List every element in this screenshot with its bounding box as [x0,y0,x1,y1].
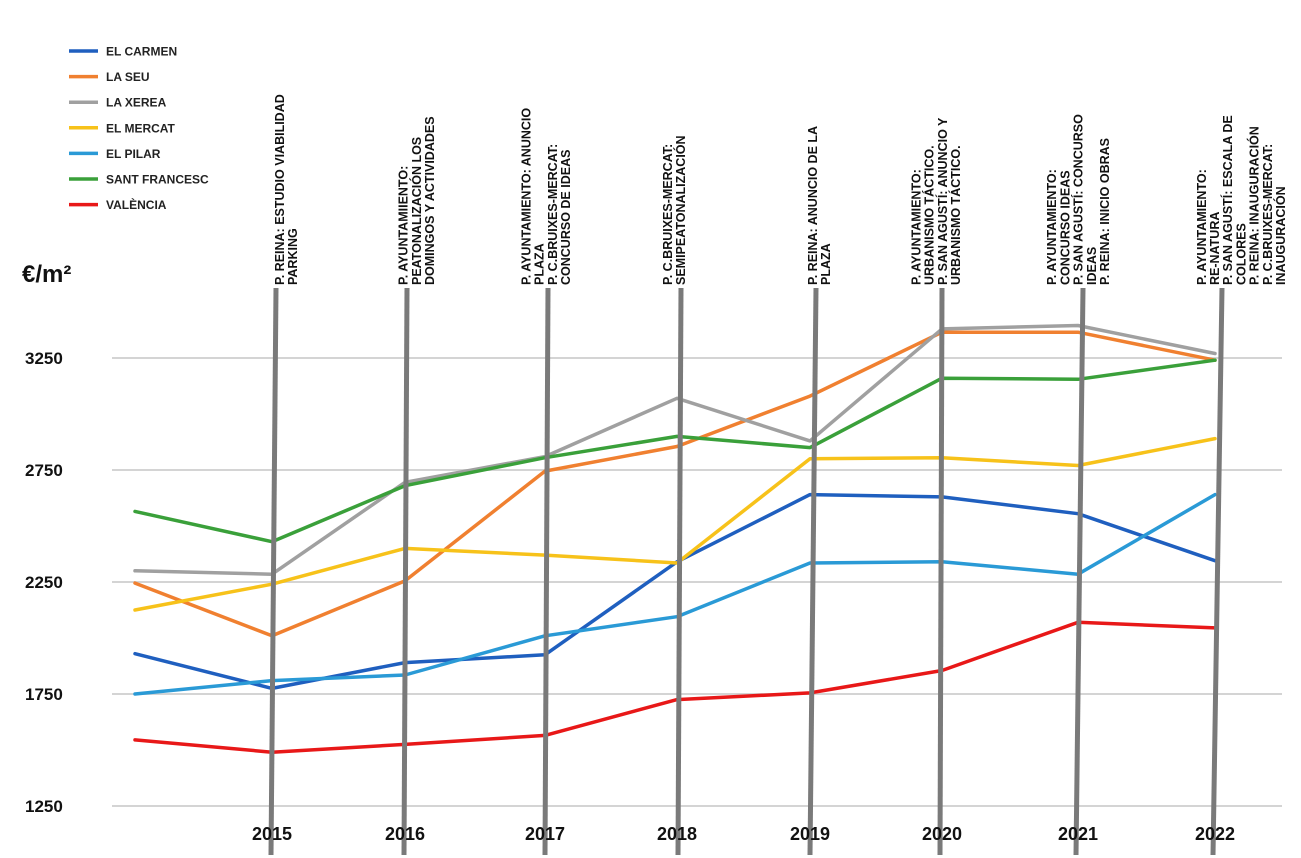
annotation-line: SEMIPEATONALIZACIÓN [673,135,688,285]
event-annotations: P. REINA: ESTUDIO VIABILIDAD PARKING P. AY… [273,94,1288,285]
annotation-2022: P. AYUNTAMIENTO: RE-NATURA P. SAN AGUSTÍ: … [1195,115,1288,285]
annotation-line: P. SAN AGUSTÍ: CONCURSO [1071,114,1086,285]
annotation-2018: P. C.BRUIXES-MERCAT: SEMIPEATONALIZACIÓN [661,135,688,285]
legend-label: EL CARMEN [106,45,177,59]
annotation-line: P. REINA: ESTUDIO VIABILIDAD [273,94,287,285]
annotation-line: P. AYUNTAMIENTO: [1195,169,1209,285]
annotation-line: P. C.BRUIXES-MERCAT: [546,144,560,285]
annotation-line: P. C.BRUIXES-MERCAT: [661,144,675,285]
annotation-line: P. SAN AGUSTÍ: ESCALA DE [1220,115,1235,285]
series-line-4 [133,492,1217,696]
annotation-line: P. C.BRUIXES-MERCAT: [1261,144,1275,285]
grid-lines [112,357,1282,807]
annotation-2017: P. AYUNTAMIENTO: ANUNCIO PLAZA P. C.BRUIXE… [519,108,573,285]
event-marker-line-6 [937,287,945,856]
event-marker-line-5 [807,287,819,856]
annotation-line: P. REINA: ANUNCIO DE LA [806,126,820,285]
series-line-2 [133,323,1217,576]
annotation-line: CONCURSO IDEAS [1058,170,1072,285]
annotation-line: P. REINA: INICIO OBRAS [1098,138,1112,285]
x-tick-label: 2021 [1058,824,1098,844]
series-line-3 [133,436,1217,612]
annotation-line: URBANISMO TÁCTICO. [922,145,937,285]
legend-label: LA XEREA [106,96,167,110]
annotation-line: P. AYUNTAMIIENTO: [397,166,411,285]
x-tick-label: 2018 [657,824,697,844]
x-tick-label: 2016 [385,824,425,844]
y-tick-label: 1750 [25,685,63,704]
event-markers [268,287,1225,856]
series-line-0 [133,492,1217,691]
annotation-line: PEATONALIZACIÓN LOS [409,137,424,285]
x-tick-label: 2017 [525,824,565,844]
annotation-line: P. AYUNTAMIENTO: [1045,169,1059,285]
annotation-2015: P. REINA: ESTUDIO VIABILIDAD PARKING [273,94,300,285]
x-tick-label: 2015 [252,824,292,844]
annotation-line: PLAZA [819,243,833,285]
annotation-line: RE-NATURA [1208,212,1222,285]
event-marker-line-8 [1210,287,1225,856]
x-axis: 2015 2016 2017 2018 2019 2020 2021 2022 [252,824,1235,844]
legend: EL CARMEN LA SEU LA XEREA EL MERCAT EL PILAR… [69,45,209,212]
series-lines [133,323,1217,754]
annotation-line: CONCURSO DE IDEAS [559,150,573,285]
annotation-line: P. AYUNTAMIENTO: [909,169,923,285]
x-tick-label: 2020 [922,824,962,844]
y-axis: 1250 1750 2250 2750 3250 €/m² [22,261,71,816]
x-tick-label: 2022 [1195,824,1235,844]
event-marker-line-7 [1073,287,1086,856]
series-line-6 [133,620,1217,754]
annotation-2020: P. AYUNTAMIENTO: URBANISMO TÁCTICO. P. SAN… [909,117,963,285]
annotation-line: PLAZA [533,243,547,285]
event-marker-line-4 [675,287,684,856]
annotation-2021: P. AYUNTAMIENTO: CONCURSO IDEAS P. SAN AGU… [1045,114,1112,285]
annotation-line: DOMINGOS Y ACTIVIDADES [423,116,437,285]
series-line-1 [133,330,1217,638]
y-tick-label: 3250 [25,349,63,368]
event-marker-line-3 [542,287,551,856]
y-axis-unit: €/m² [22,261,71,288]
annotation-2019: P. REINA: ANUNCIO DE LA PLAZA [806,126,833,285]
event-marker-line-2 [401,287,410,856]
series-line-5 [133,358,1217,544]
legend-label: EL MERCAT [106,121,176,135]
annotation-line: P. SAN AGUSTÍ: ANUNCIO Y [935,117,950,285]
annotation-line: URBANISMO TÁCTICO. [948,145,963,285]
annotation-line: COLORES [1234,223,1248,285]
annotation-line: P. AYUNTAMIENTO: ANUNCIO [519,108,533,285]
y-tick-label: 2250 [25,573,63,592]
event-marker-line-1 [268,287,279,856]
legend-label: LA SEU [106,70,150,84]
y-tick-label: 1250 [25,797,63,816]
legend-label: SANT FRANCESC [106,173,209,187]
legend-label: EL PILAR [106,147,161,161]
x-tick-label: 2019 [790,824,830,844]
annotation-line: INAUGURACIÓN [1273,186,1288,285]
legend-label: VALÈNCIA [106,197,167,212]
annotation-line: IDEAS [1085,247,1099,285]
y-tick-label: 2750 [25,461,63,480]
annotation-2016: P. AYUNTAMIIENTO: PEATONALIZACIÓN LOS DOMI… [397,116,437,285]
annotation-line: PARKING [286,228,300,285]
annotation-line: P. REINA: INAUGURACIÓN [1247,126,1262,285]
